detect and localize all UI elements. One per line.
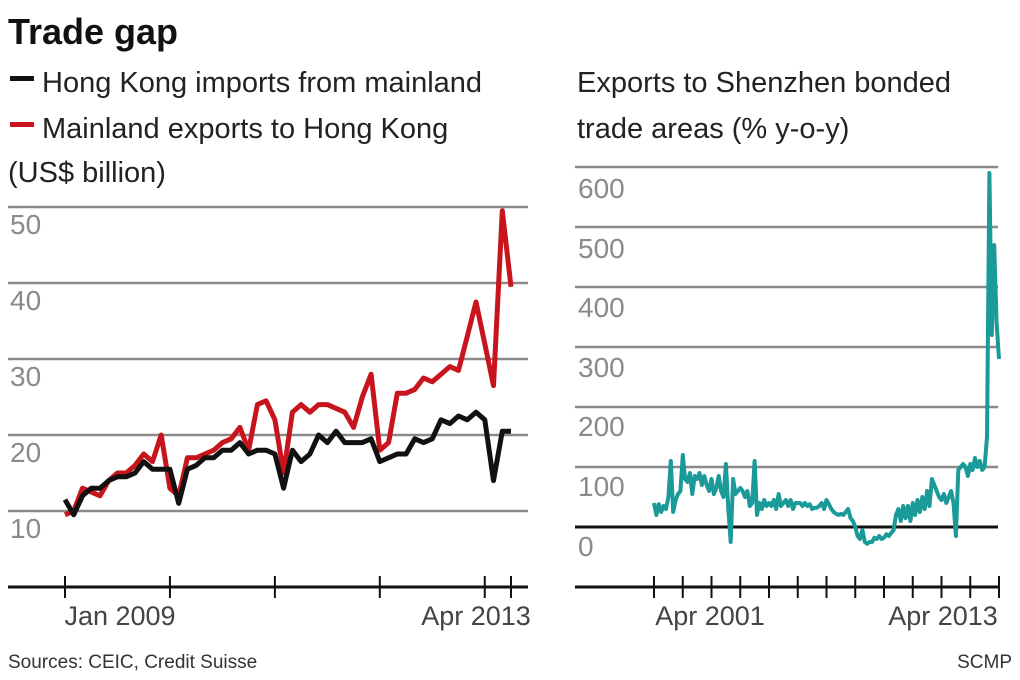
right-title-line-1: Exports to Shenzhen bonded (577, 67, 951, 99)
right-y-tick-0: 0 (578, 531, 594, 562)
left-y-tick-20: 20 (10, 437, 41, 468)
legend-swatch-hk-imports (10, 76, 34, 81)
left-y-tick-50: 50 (10, 209, 41, 240)
right-y-tick-labels: 0 100 200 300 400 500 600 (578, 173, 625, 562)
left-unit-label: (US$ billion) (8, 157, 166, 189)
left-gridlines (8, 205, 528, 513)
right-gridlines (575, 165, 998, 529)
left-y-tick-40: 40 (10, 285, 41, 316)
legend-mainland-exports: Mainland exports to Hong Kong (42, 113, 448, 145)
series-hk-imports-line (62, 409, 511, 518)
chart-title: Trade gap (8, 11, 178, 52)
legend-hk-imports: Hong Kong imports from mainland (42, 67, 482, 99)
left-x-label-end: Apr 2013 (421, 601, 531, 631)
right-y-tick-500: 500 (578, 233, 625, 264)
left-legend: Hong Kong imports from mainland Mainland… (8, 67, 482, 189)
right-series (652, 171, 1001, 546)
right-x-axis (575, 576, 1000, 598)
source-note: Sources: CEIC, Credit Suisse (8, 652, 257, 673)
publisher-credit: SCMP (957, 652, 1012, 673)
left-series (62, 208, 514, 518)
left-y-tick-10: 10 (10, 513, 41, 544)
right-title: Exports to Shenzhen bonded trade areas (… (577, 67, 951, 145)
right-y-tick-100: 100 (578, 471, 625, 502)
series-shenzhen-exports-line (652, 171, 1001, 546)
right-y-tick-300: 300 (578, 352, 625, 383)
right-x-label-start: Apr 2001 (655, 601, 765, 631)
right-y-tick-400: 400 (578, 292, 625, 323)
right-title-line-2: trade areas (% y-o-y) (577, 113, 849, 145)
left-x-label-start: Jan 2009 (64, 601, 175, 631)
left-x-axis (8, 576, 528, 598)
series-mainland-exports-line (63, 208, 514, 518)
left-y-tick-30: 30 (10, 361, 41, 392)
left-y-tick-labels: 10 20 30 40 50 (10, 209, 41, 544)
right-y-tick-600: 600 (578, 173, 625, 204)
right-y-tick-200: 200 (578, 411, 625, 442)
legend-swatch-mainland-exports (10, 122, 34, 127)
right-x-label-end: Apr 2013 (888, 601, 998, 631)
